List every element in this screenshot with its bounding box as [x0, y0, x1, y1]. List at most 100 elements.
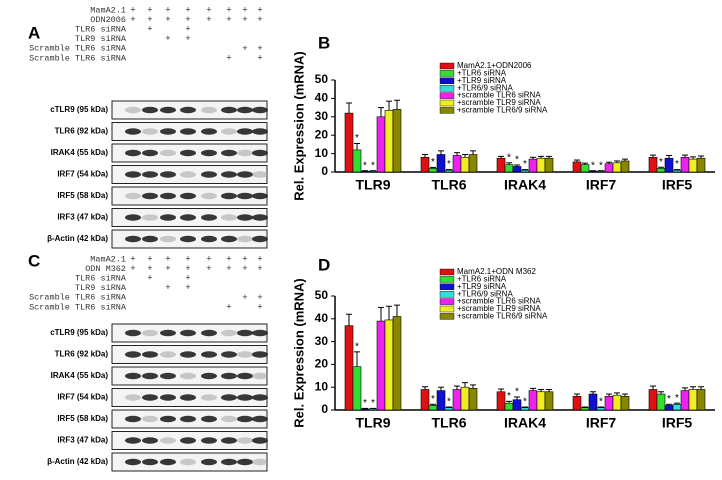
- x-tick-label: IRF7: [586, 177, 617, 193]
- significance-star: *: [659, 157, 663, 168]
- bar: [621, 396, 629, 410]
- y-tick-label: 0: [321, 402, 328, 416]
- band: [252, 214, 268, 220]
- bar: [353, 367, 361, 410]
- band: [142, 236, 158, 242]
- bar: [573, 162, 581, 172]
- band: [221, 394, 237, 400]
- significance-star: *: [355, 133, 359, 144]
- band: [221, 128, 237, 134]
- band: [221, 330, 237, 336]
- error-bar: [346, 103, 352, 113]
- condition-mark: +: [257, 15, 262, 25]
- band: [160, 394, 176, 400]
- legend-swatch: [440, 100, 454, 106]
- condition-mark: +: [242, 5, 247, 15]
- y-tick-label: 20: [315, 357, 329, 371]
- significance-star: *: [515, 387, 519, 398]
- error-bar: [498, 389, 504, 392]
- band: [125, 351, 141, 357]
- condition-mark: +: [226, 302, 231, 312]
- bar: [385, 320, 393, 410]
- bar: [673, 170, 681, 172]
- bar: [497, 158, 505, 172]
- band-label: IRAK4 (55 kDa): [51, 148, 109, 157]
- condition-mark: +: [130, 15, 135, 25]
- condition-mark: +: [185, 25, 190, 35]
- bar: [469, 155, 477, 172]
- band: [142, 107, 158, 113]
- band: [125, 373, 141, 379]
- condition-label: ODN M362: [85, 264, 126, 274]
- error-bar: [690, 387, 696, 390]
- significance-star: *: [363, 160, 367, 171]
- bar: [445, 170, 453, 172]
- condition-mark: +: [165, 254, 170, 264]
- error-bar: [574, 394, 580, 396]
- error-bar: [422, 387, 428, 390]
- band: [160, 214, 176, 220]
- bar: [345, 326, 353, 410]
- bar: [649, 157, 657, 172]
- band-label: cTLR9 (95 kDa): [50, 105, 108, 114]
- bar: [689, 389, 697, 410]
- condition-mark: +: [226, 15, 231, 25]
- bar: [513, 166, 521, 172]
- band: [180, 330, 196, 336]
- band: [252, 107, 268, 113]
- x-tick-label: IRF7: [586, 415, 617, 431]
- error-bar: [454, 153, 460, 156]
- condition-mark: +: [206, 264, 211, 274]
- band: [201, 459, 217, 465]
- x-tick-label: IRF5: [662, 415, 693, 431]
- significance-star: *: [447, 159, 451, 170]
- band: [221, 107, 237, 113]
- error-bar: [462, 155, 468, 158]
- bar: [429, 405, 437, 410]
- bar: [345, 113, 353, 172]
- y-tick-label: 10: [315, 146, 329, 160]
- band: [180, 459, 196, 465]
- band: [142, 373, 158, 379]
- bar: [621, 161, 629, 172]
- band: [142, 459, 158, 465]
- significance-star: *: [447, 397, 451, 408]
- error-bar: [606, 394, 612, 396]
- band: [201, 437, 217, 443]
- condition-mark: +: [185, 34, 190, 44]
- bar: [545, 392, 553, 410]
- band-label: IRF7 (54 kDa): [57, 393, 108, 402]
- band: [180, 193, 196, 199]
- bar: [681, 157, 689, 172]
- significance-star: *: [599, 397, 603, 408]
- error-bar: [470, 151, 476, 155]
- error-bar: [698, 387, 704, 390]
- band: [180, 214, 196, 220]
- band: [201, 330, 217, 336]
- condition-mark: +: [242, 293, 247, 303]
- band: [221, 373, 237, 379]
- band: [125, 193, 141, 199]
- band: [125, 236, 141, 242]
- band: [201, 171, 217, 177]
- bar: [377, 321, 385, 410]
- band: [160, 373, 176, 379]
- bar: [521, 170, 529, 172]
- band: [180, 236, 196, 242]
- condition-mark: +: [147, 15, 152, 25]
- condition-mark: +: [147, 5, 152, 15]
- error-bar: [530, 388, 536, 390]
- band: [180, 394, 196, 400]
- bar: [497, 392, 505, 410]
- error-bar: [690, 157, 696, 159]
- bar: [469, 388, 477, 410]
- condition-mark: +: [165, 34, 170, 44]
- bar: [589, 394, 597, 410]
- band-label: TLR6 (92 kDa): [55, 350, 109, 359]
- condition-mark: +: [185, 254, 190, 264]
- bar: [649, 389, 657, 410]
- y-tick-label: 10: [315, 379, 329, 393]
- significance-star: *: [371, 160, 375, 171]
- error-bar: [614, 393, 620, 395]
- y-tick-label: 40: [315, 311, 329, 325]
